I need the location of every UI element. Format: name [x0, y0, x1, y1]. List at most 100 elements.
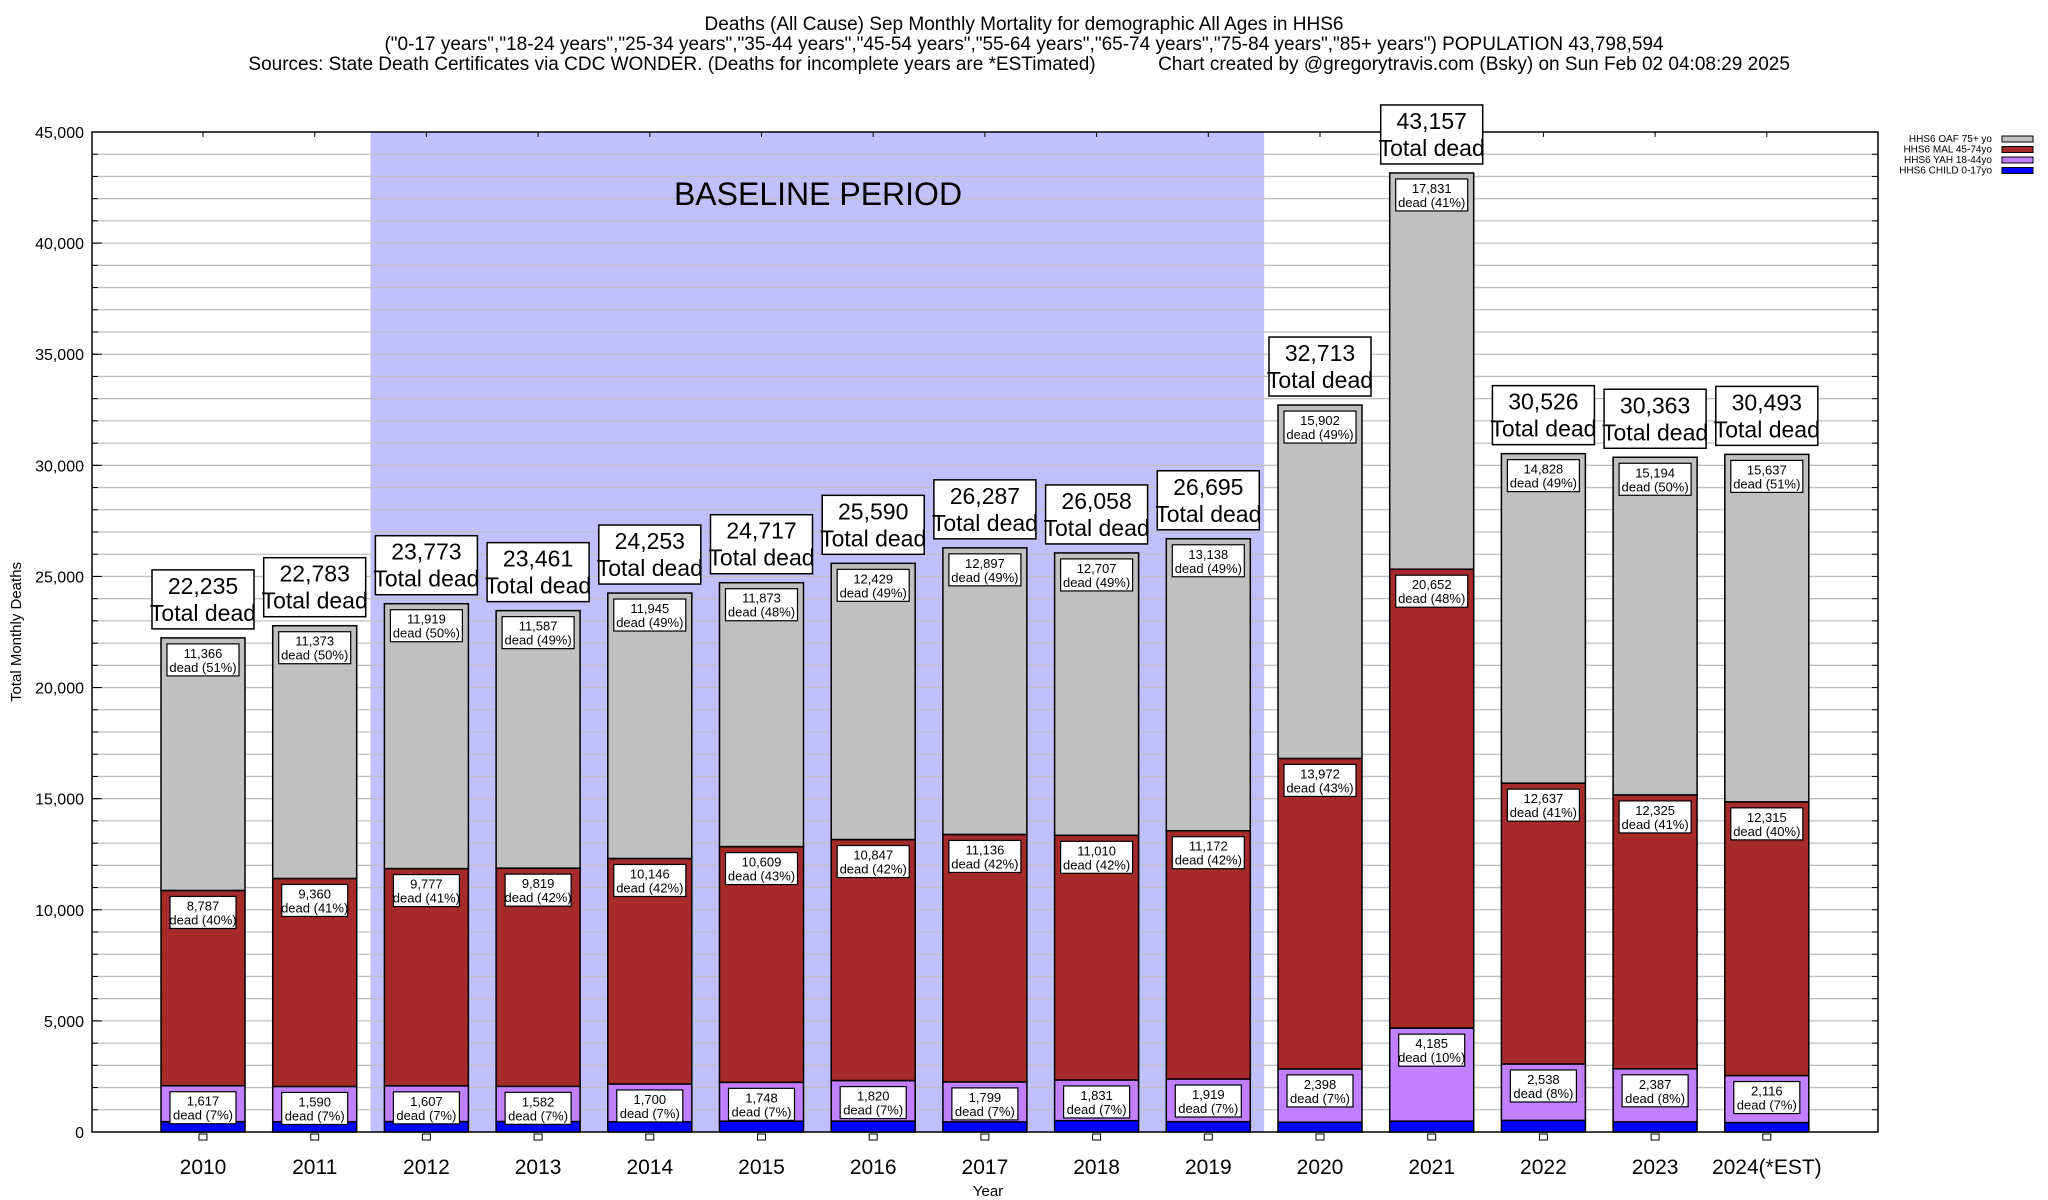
segment-label-value: 11,366	[184, 646, 223, 661]
segment-label-value: 20,652	[1412, 577, 1452, 592]
segment-label-box	[836, 844, 910, 879]
bar-segment	[1500, 782, 1587, 1065]
bar-segment	[1388, 172, 1475, 570]
segment-label-pct: dead (42%)	[840, 862, 907, 877]
segment-label-pct: dead (50%)	[281, 648, 348, 663]
bar-segment	[942, 547, 1028, 836]
segment-label-box	[1286, 1074, 1354, 1108]
bar-segment	[1165, 1120, 1252, 1133]
bar-segment	[1053, 834, 1140, 1081]
bar-segment	[942, 833, 1028, 1083]
total-label-text: Total dead	[1044, 515, 1150, 541]
bar-segment	[1724, 1121, 1810, 1133]
y-tick-label: 30,000	[35, 458, 84, 475]
total-label-text: Total dead	[1379, 135, 1485, 161]
bar-segment	[1388, 1120, 1475, 1133]
segment-label-value: 12,707	[1077, 561, 1117, 576]
segment-label-value: 12,897	[965, 556, 1005, 571]
total-label-box	[1715, 385, 1819, 447]
segment-label-pct: dead (7%)	[620, 1106, 680, 1121]
legend-label: HHS6 OAF 75+ yo	[1909, 134, 1993, 145]
segment-label-value: 15,637	[1747, 462, 1787, 477]
total-label-value: 26,287	[950, 483, 1020, 509]
x-tick-marker	[1650, 1133, 1660, 1141]
segment-label-value: 15,902	[1300, 413, 1340, 428]
segment-label-value: 2,387	[1639, 1077, 1672, 1092]
y-tick-label: 35,000	[35, 347, 84, 364]
segment-label-box	[1062, 1085, 1131, 1119]
segment-label-box	[1174, 1084, 1242, 1118]
bar-segment	[718, 581, 805, 848]
segment-label-value: 13,138	[1188, 547, 1228, 562]
segment-label-pct: dead (48%)	[728, 605, 795, 620]
segment-label-value: 12,315	[1747, 810, 1787, 825]
segment-label-value: 1,607	[410, 1094, 443, 1109]
bar-segment	[1724, 801, 1810, 1077]
total-label-text: Total dead	[708, 545, 814, 571]
segment-label-box	[1618, 462, 1692, 496]
total-label-box	[1491, 384, 1596, 446]
legend-swatch	[2001, 156, 2034, 164]
segment-label-pct: dead (42%)	[504, 890, 571, 905]
total-label-box	[1156, 470, 1261, 531]
x-tick-marker	[198, 1133, 208, 1141]
x-tick-label: 2020	[1297, 1156, 1344, 1179]
segment-label-box	[613, 598, 687, 632]
segment-label-pct: dead (8%)	[1625, 1091, 1685, 1106]
segment-label-value: 8,787	[187, 898, 220, 913]
total-label-value: 43,157	[1397, 108, 1467, 134]
segment-label-value: 11,373	[295, 634, 334, 649]
legend-swatch	[2001, 135, 2034, 143]
y-tick-label: 20,000	[35, 681, 84, 698]
segment-label-box	[1618, 800, 1692, 834]
total-label-box	[933, 479, 1037, 540]
legend-swatch	[2001, 146, 2034, 153]
segment-label-pct: dead (49%)	[951, 570, 1018, 585]
segment-label-value: 11,136	[966, 842, 1005, 857]
segment-label-pct: dead (40%)	[169, 912, 236, 927]
total-label-value: 23,461	[503, 546, 573, 572]
segment-label-pct: dead (49%)	[1510, 476, 1577, 491]
total-label-value: 23,773	[391, 539, 461, 565]
segment-label-pct: dead (7%)	[285, 1108, 345, 1123]
bar-segment	[942, 1121, 1028, 1133]
segment-label-pct: dead (7%)	[173, 1108, 233, 1123]
total-label-value: 26,695	[1173, 474, 1243, 500]
bar-segment	[830, 562, 916, 841]
total-label-box	[486, 541, 590, 603]
chart-sources: Sources: State Death Certificates via CD…	[248, 54, 1095, 75]
segment-label-value: 9,819	[522, 876, 555, 891]
segment-label-value: 9,777	[410, 877, 443, 892]
total-label-box	[1379, 104, 1484, 165]
x-tick-label: 2014	[626, 1156, 673, 1179]
segment-label-box	[392, 873, 460, 908]
x-axis-label: Year	[973, 1183, 1003, 1200]
segment-label-box	[1059, 840, 1134, 874]
segment-label-box	[281, 883, 349, 918]
segment-label-pct: dead (51%)	[1733, 476, 1800, 491]
bar-segment	[830, 1120, 916, 1133]
segment-label-value: 2,398	[1304, 1077, 1337, 1092]
segment-label-value: 2,116	[1751, 1084, 1783, 1099]
segment-label-pct: dead (7%)	[955, 1104, 1015, 1119]
segment-label-pct: dead (50%)	[393, 626, 460, 641]
segment-label-pct: dead (42%)	[616, 880, 683, 895]
total-label-text: Total dead	[373, 566, 479, 592]
segment-label-box	[616, 1089, 684, 1123]
total-label-box	[1044, 484, 1149, 545]
segment-label-value: 14,828	[1524, 462, 1564, 477]
segment-label-box	[1506, 459, 1581, 493]
x-tick-label: 2010	[180, 1156, 227, 1179]
bar-segment	[1612, 456, 1698, 796]
segment-label-value: 11,587	[519, 619, 558, 634]
segment-label-pct: dead (43%)	[1286, 780, 1353, 795]
x-tick-marker	[1427, 1133, 1437, 1141]
segment-label-box	[724, 851, 799, 886]
segment-label-pct: dead (48%)	[1398, 591, 1465, 606]
segment-label-box	[169, 1091, 237, 1125]
segment-label-value: 10,609	[742, 855, 782, 870]
segment-label-pct: dead (7%)	[1737, 1098, 1797, 1113]
segment-label-box	[1395, 178, 1469, 212]
bar-segment	[718, 845, 805, 1084]
x-tick-marker	[1203, 1133, 1213, 1141]
